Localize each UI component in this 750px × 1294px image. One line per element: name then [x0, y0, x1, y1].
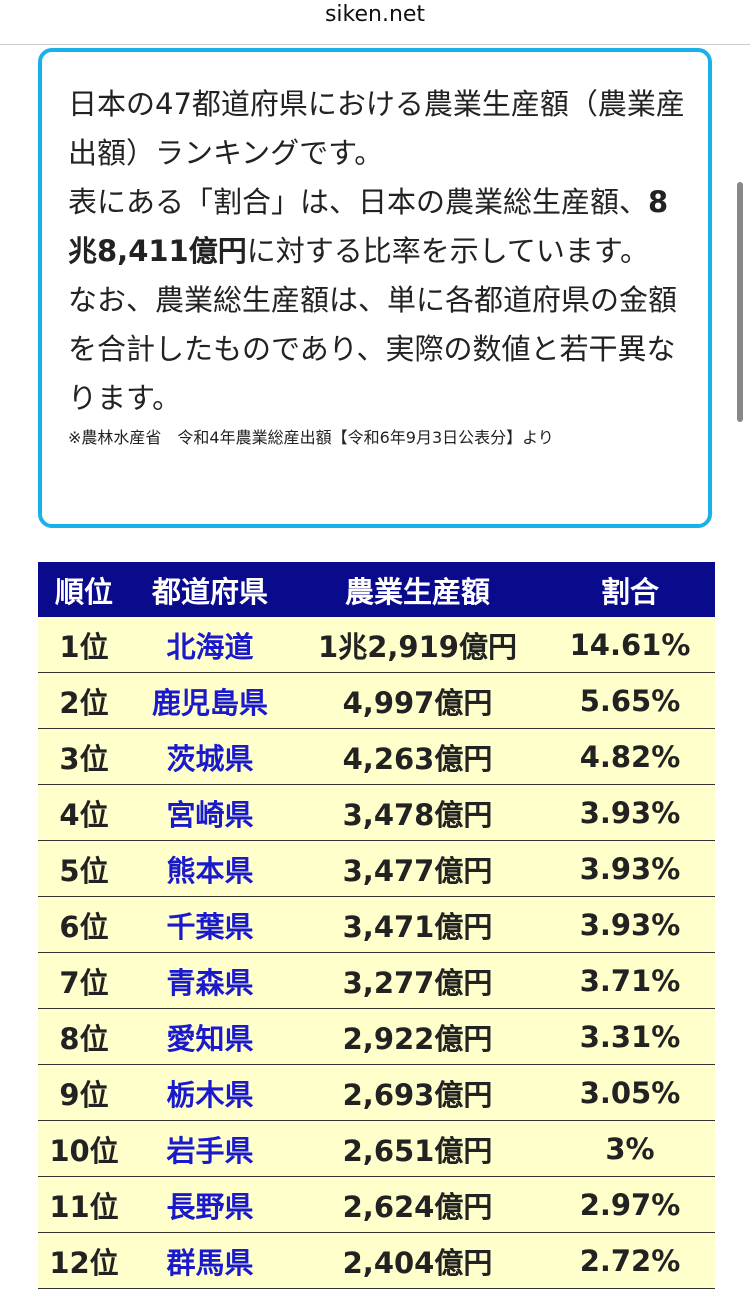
rank-cell: 4位	[38, 784, 130, 841]
table-row: 1位 北海道 1兆2,919億円 14.61%	[38, 617, 715, 673]
intro-text: 日本の47都道府県における農業生産額（農業産出額）ランキングです。	[68, 87, 685, 170]
table-row: 7位 青森県 3,277億円 3.71%	[38, 952, 715, 1009]
amount-cell: 2,624億円	[290, 1176, 545, 1233]
column-header: 農業生産額	[290, 562, 545, 617]
prefecture-cell: 茨城県	[130, 728, 290, 785]
rank-cell: 11位	[38, 1176, 130, 1233]
amount-cell: 2,922億円	[290, 1008, 545, 1065]
share-cell: 3.31%	[545, 1008, 715, 1065]
table-row: 2位 鹿児島県 4,997億円 5.65%	[38, 672, 715, 729]
column-header: 割合	[545, 562, 715, 617]
rank-cell: 3位	[38, 728, 130, 785]
table-row: 11位 長野県 2,624億円 2.97%	[38, 1176, 715, 1233]
rank-cell: 2位	[38, 672, 130, 729]
source-note: ※農林水産省 令和4年農業総産出額【令和6年9月3日公表分】より	[68, 428, 554, 447]
rank-cell: 1位	[38, 617, 130, 673]
column-header: 順位	[38, 562, 130, 617]
share-cell: 14.61%	[545, 617, 715, 673]
bold-amount: 8兆8,411億円	[68, 185, 669, 268]
rank-cell: 7位	[38, 952, 130, 1009]
rank-cell: 12位	[38, 1232, 130, 1289]
text: 表にある「割合」は、日本の農業総生産額、	[68, 185, 649, 219]
prefecture-cell: 愛知県	[130, 1008, 290, 1065]
amount-cell: 2,693億円	[290, 1064, 545, 1121]
prefecture-cell: 千葉県	[130, 896, 290, 953]
intro-text: 表にある「割合」は、日本の農業総生産額、8兆8,411億円に対する比率を示してい…	[68, 178, 686, 276]
amount-cell: 1兆2,919億円	[290, 617, 545, 673]
share-cell: 5.65%	[545, 672, 715, 729]
text: に対する比率を示しています。	[246, 234, 649, 268]
intro-text: なお、農業総生産額は、単に各都道府県の金額を合計したものであり、実際の数値と若干…	[68, 283, 678, 415]
amount-cell: 3,277億円	[290, 952, 545, 1009]
rank-cell: 10位	[38, 1120, 130, 1177]
table-row: 3位 茨城県 4,263億円 4.82%	[38, 728, 715, 785]
share-cell: 3.93%	[545, 784, 715, 841]
amount-cell: 3,477億円	[290, 840, 545, 897]
column-header: 都道府県	[130, 562, 290, 617]
prefecture-cell: 栃木県	[130, 1064, 290, 1121]
table-row: 6位 千葉県 3,471億円 3.93%	[38, 896, 715, 953]
table-row: 4位 宮崎県 3,478億円 3.93%	[38, 784, 715, 841]
prefecture-cell: 群馬県	[130, 1232, 290, 1289]
amount-cell: 4,997億円	[290, 672, 545, 729]
address-bar[interactable]: siken.net	[0, 0, 750, 45]
scrollbar	[737, 182, 743, 422]
share-cell: 3.93%	[545, 840, 715, 897]
prefecture-cell: 熊本県	[130, 840, 290, 897]
table-row: 9位 栃木県 2,693億円 3.05%	[38, 1064, 715, 1121]
prefecture-cell: 長野県	[130, 1176, 290, 1233]
amount-cell: 3,471億円	[290, 896, 545, 953]
amount-cell: 2,651億円	[290, 1120, 545, 1177]
prefecture-cell: 宮崎県	[130, 784, 290, 841]
table-row: 8位 愛知県 2,922億円 3.31%	[38, 1008, 715, 1065]
rank-cell: 8位	[38, 1008, 130, 1065]
amount-cell: 4,263億円	[290, 728, 545, 785]
rank-cell: 9位	[38, 1064, 130, 1121]
share-cell: 2.72%	[545, 1232, 715, 1289]
share-cell: 3.93%	[545, 896, 715, 953]
share-cell: 4.82%	[545, 728, 715, 785]
share-cell: 3.05%	[545, 1064, 715, 1121]
prefecture-cell: 北海道	[130, 617, 290, 673]
prefecture-cell: 鹿児島県	[130, 672, 290, 729]
rank-cell: 6位	[38, 896, 130, 953]
header-row: 順位 都道府県 農業生産額 割合	[38, 562, 715, 617]
amount-cell: 2,404億円	[290, 1232, 545, 1289]
intro-box: 日本の47都道府県における農業生産額（農業産出額）ランキングです。 表にある「割…	[38, 48, 712, 528]
table-row: 12位 群馬県 2,404億円 2.72%	[38, 1232, 715, 1289]
table-row: 10位 岩手県 2,651億円 3%	[38, 1120, 715, 1177]
share-cell: 3.71%	[545, 952, 715, 1009]
prefecture-cell: 岩手県	[130, 1120, 290, 1177]
share-cell: 3%	[545, 1120, 715, 1177]
rank-cell: 5位	[38, 840, 130, 897]
amount-cell: 3,478億円	[290, 784, 545, 841]
prefecture-cell: 青森県	[130, 952, 290, 1009]
table-row: 5位 熊本県 3,477億円 3.93%	[38, 840, 715, 897]
ranking-table: 順位 都道府県 農業生産額 割合 1位 北海道 1兆2,919億円 14.61% 2位 鹿児島県…	[38, 562, 715, 1289]
share-cell: 2.97%	[545, 1176, 715, 1233]
